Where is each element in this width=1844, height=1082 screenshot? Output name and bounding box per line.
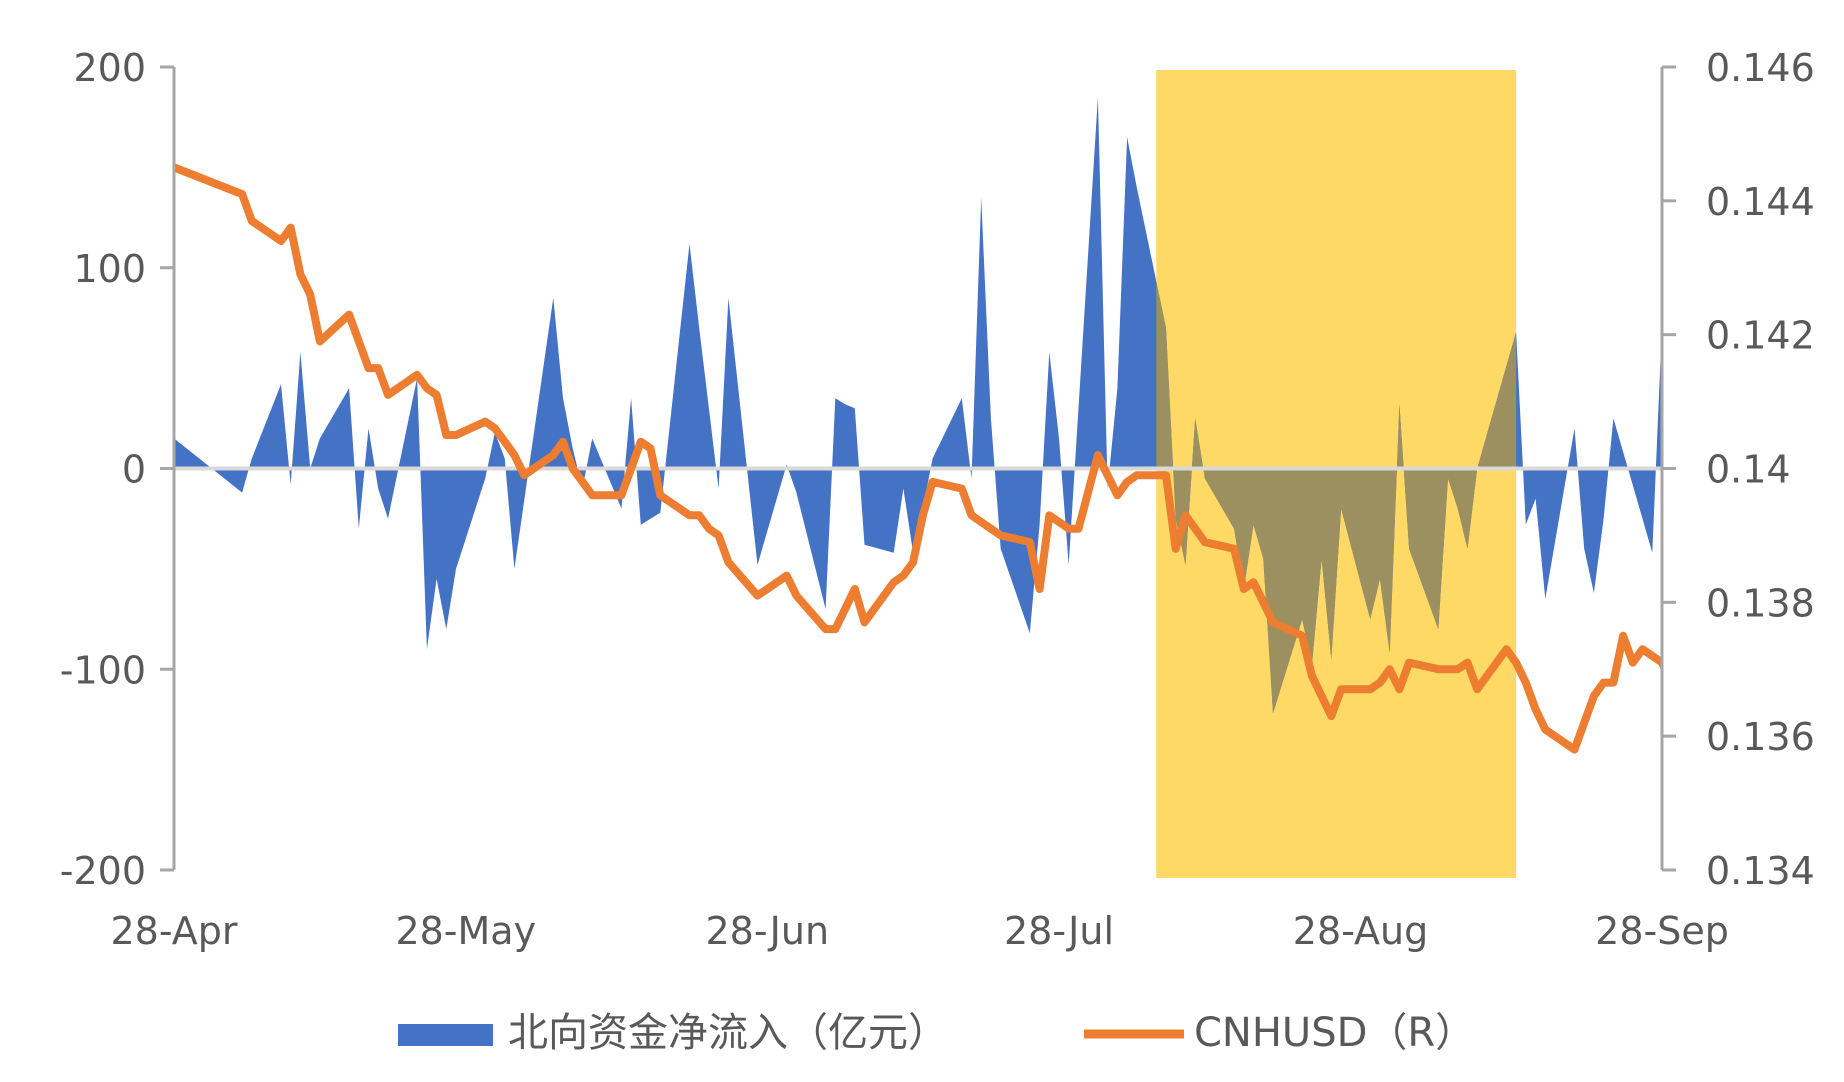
legend-label-cnhusd: CNHUSD（R） (1194, 1010, 1475, 1056)
northbound-area-layer (174, 97, 1662, 714)
legend-swatch-northbound (398, 1024, 493, 1046)
left-tick-label: 100 (73, 247, 146, 291)
legend-label-northbound: 北向资金净流入（亿元） (508, 1010, 948, 1056)
right-tick-label: 0.134 (1706, 849, 1815, 893)
x-tick-label: 28-Aug (1293, 909, 1428, 953)
right-tick-label: 0.136 (1706, 715, 1815, 759)
left-tick-label: -200 (60, 849, 146, 893)
x-tick-label: 28-Apr (111, 909, 238, 953)
left-tick-label: 0 (122, 448, 146, 492)
right-tick-label: 0.14 (1706, 448, 1791, 492)
x-tick-label: 28-May (395, 909, 536, 953)
cnhusd-line-layer (174, 163, 1662, 754)
northbound-area-highlighted (1156, 281, 1517, 714)
right-tick-label: 0.138 (1706, 581, 1815, 625)
cnhusd-line (174, 163, 1662, 754)
right-tick-label: 0.144 (1706, 180, 1815, 224)
x-tick-label: 28-Jun (705, 909, 829, 953)
legend: 北向资金净流入（亿元） CNHUSD（R） (398, 1010, 1475, 1056)
right-tick-label: 0.142 (1706, 314, 1815, 358)
right-tick-label: 0.146 (1706, 46, 1815, 90)
x-tick-label: 28-Jul (1004, 909, 1114, 953)
x-tick-label: 28-Sep (1595, 909, 1729, 953)
left-tick-label: 200 (73, 46, 146, 90)
left-tick-label: -100 (60, 648, 146, 692)
axes-layer: 200 100 0 -100 -200 0.146 0.144 0.142 0.14 0.138 0… (60, 46, 1815, 953)
